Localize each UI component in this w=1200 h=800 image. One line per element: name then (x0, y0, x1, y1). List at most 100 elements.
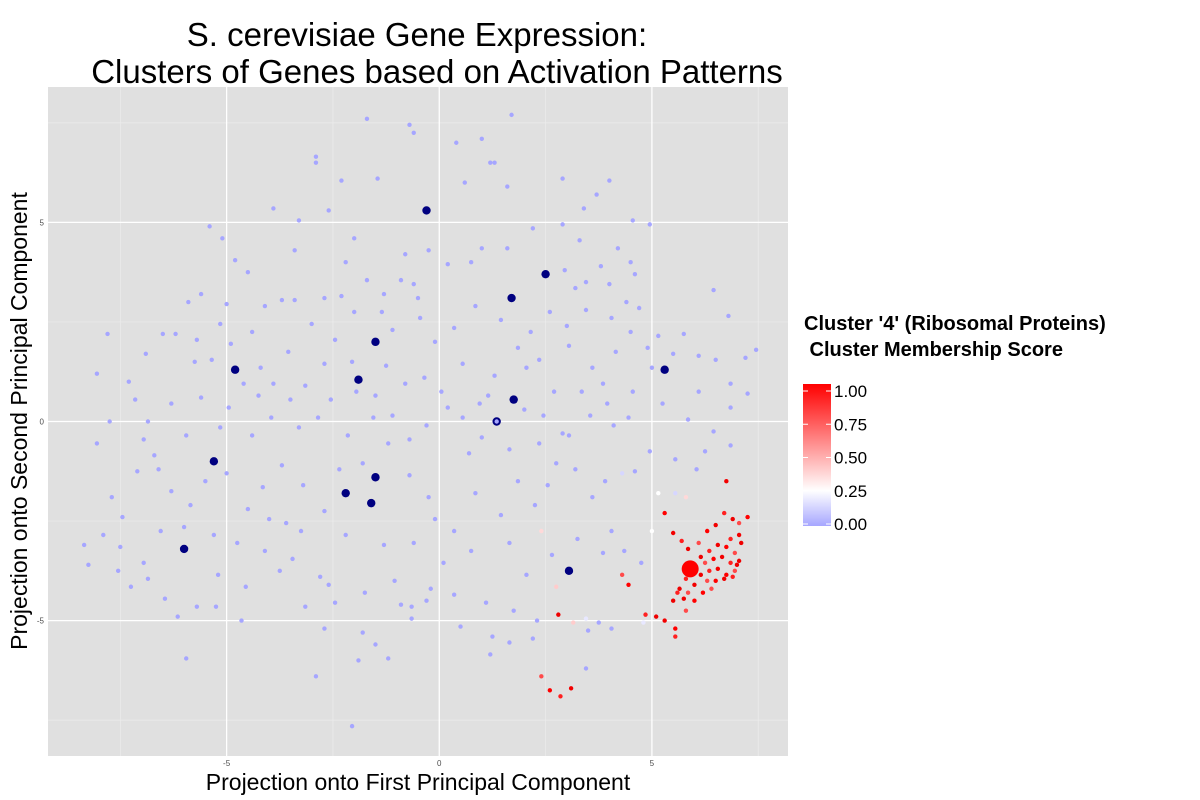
legend-ticks: 1.00 0.75 0.50 0.25 0.00 (803, 382, 867, 534)
data-point (524, 365, 529, 370)
data-point (184, 433, 189, 438)
data-point (524, 572, 529, 578)
data-point (213, 604, 219, 609)
data-point (292, 297, 297, 303)
data-point (322, 626, 327, 631)
data-point (479, 136, 484, 141)
data-point (726, 313, 731, 319)
data-point (639, 560, 644, 566)
data-point (505, 184, 510, 189)
cluster-centroid (341, 488, 350, 498)
data-point (460, 415, 465, 420)
data-point (313, 674, 319, 679)
data-point (460, 361, 465, 366)
data-point (730, 574, 735, 580)
data-point (530, 226, 536, 231)
data-point (392, 578, 397, 583)
data-point (398, 277, 404, 283)
data-point (498, 317, 504, 323)
data-point (445, 405, 450, 410)
data-point (590, 494, 595, 500)
data-point (198, 291, 204, 297)
legend-tick-label: 0.25 (834, 482, 867, 501)
data-point (424, 598, 429, 603)
data-point (468, 260, 474, 265)
data-point (483, 600, 489, 605)
data-point (81, 542, 87, 548)
data-point (551, 389, 557, 394)
data-point (683, 608, 689, 613)
data-point (575, 536, 580, 542)
data-point (656, 490, 661, 496)
data-point (249, 433, 255, 438)
data-point (611, 423, 616, 428)
data-point (515, 479, 521, 484)
y-axis-title: Projection onto Second Principal Compone… (6, 192, 32, 650)
data-point (562, 267, 567, 273)
data-point (203, 479, 208, 484)
data-point (169, 401, 174, 406)
data-point (173, 331, 178, 337)
data-point (428, 586, 433, 591)
legend-tick-label: 0.50 (834, 449, 867, 468)
data-point (745, 391, 750, 396)
data-point (660, 401, 665, 406)
data-point (411, 540, 416, 546)
data-point (322, 295, 327, 301)
data-point (360, 461, 365, 466)
data-point (728, 381, 733, 386)
data-point (386, 656, 391, 661)
cluster-centroid (354, 375, 363, 384)
data-point (511, 608, 516, 613)
data-point (479, 435, 484, 440)
data-point (492, 160, 497, 165)
data-point (403, 381, 408, 386)
data-point (315, 415, 321, 420)
data-point (534, 618, 540, 623)
data-point (728, 443, 733, 448)
data-point (579, 389, 584, 394)
data-point (615, 246, 621, 251)
x-axis-title: Projection onto First Principal Componen… (206, 769, 631, 795)
data-point (673, 634, 678, 639)
data-point (373, 642, 378, 647)
plot-panel (48, 87, 788, 756)
data-point (700, 590, 706, 595)
data-point (194, 337, 200, 343)
data-point (243, 584, 248, 589)
cluster-centroid (230, 365, 240, 374)
data-point (352, 309, 357, 315)
data-point (94, 371, 100, 376)
data-point (600, 381, 606, 386)
data-point (375, 176, 380, 181)
data-point (439, 389, 444, 394)
data-point (186, 299, 191, 305)
data-point (707, 568, 712, 574)
data-points (81, 112, 759, 729)
data-point (554, 461, 559, 466)
data-point (152, 453, 157, 458)
data-point (613, 349, 618, 355)
data-point (736, 558, 742, 564)
data-point (339, 293, 344, 299)
data-point (468, 548, 474, 554)
cluster-centroid (371, 337, 380, 347)
data-point (685, 417, 691, 422)
data-point (226, 405, 231, 410)
legend-tick-label: 0.00 (834, 515, 867, 534)
data-point (141, 437, 146, 442)
data-point (732, 550, 738, 556)
data-point (713, 522, 718, 528)
data-point (279, 463, 285, 468)
cluster-centroid (209, 457, 219, 466)
data-point (675, 590, 680, 595)
data-point (107, 419, 112, 424)
data-point (343, 532, 348, 538)
data-point (532, 502, 538, 508)
data-point (135, 469, 140, 474)
data-point (441, 560, 446, 566)
data-point (673, 457, 678, 462)
data-point (711, 429, 716, 434)
y-tick-label: 0 (40, 418, 45, 427)
data-point (266, 516, 272, 522)
